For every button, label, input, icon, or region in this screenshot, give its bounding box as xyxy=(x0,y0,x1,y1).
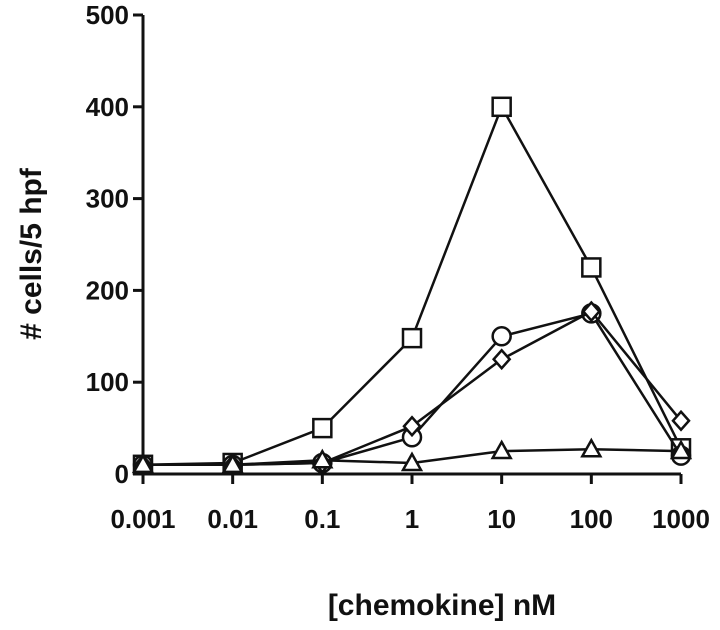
data-point-square xyxy=(491,96,512,118)
data-point-triangle xyxy=(400,451,424,472)
x-tick-label: 0.001 xyxy=(110,504,175,534)
x-tick-label: 10 xyxy=(487,504,516,534)
chart-axes: 0 100 200 300 400 500 0.001 0.01 0.1 1 10 100 1000 xyxy=(86,0,710,534)
y-tick-label: 100 xyxy=(86,367,129,397)
data-point-triangle xyxy=(580,437,603,458)
data-point-triangle xyxy=(490,439,513,460)
x-tick-label: 100 xyxy=(570,504,613,534)
x-tick-label: 1000 xyxy=(652,504,710,534)
data-point-diamond xyxy=(491,348,512,371)
data-point-circle xyxy=(491,326,512,347)
data-point-square xyxy=(581,257,602,278)
series-line xyxy=(142,105,683,467)
y-tick-label: 0 xyxy=(115,459,129,489)
data-point-diamond xyxy=(581,300,602,323)
x-axis-label: [chemokine] nM xyxy=(328,589,556,622)
x-tick-label: 1 xyxy=(405,504,419,534)
data-point-diamond xyxy=(402,415,422,438)
y-tick-label: 300 xyxy=(86,184,129,214)
y-tick-label: 500 xyxy=(86,0,129,30)
y-axis-label: # cells/5 hpf xyxy=(15,167,48,340)
data-point-square xyxy=(401,327,423,349)
data-point-triangle xyxy=(131,453,155,474)
data-point-square xyxy=(312,417,333,439)
x-tick-label: 0.01 xyxy=(207,504,258,534)
data-point-triangle xyxy=(311,448,334,469)
data-point-diamond xyxy=(671,409,691,432)
y-tick-label: 200 xyxy=(86,275,129,305)
data-point-triangle xyxy=(221,453,244,474)
data-point-triangle xyxy=(669,439,693,460)
y-tick-label: 400 xyxy=(86,92,129,122)
x-tick-label: 0.1 xyxy=(304,504,340,534)
chart-series xyxy=(131,96,693,476)
series-triangle xyxy=(131,437,693,474)
